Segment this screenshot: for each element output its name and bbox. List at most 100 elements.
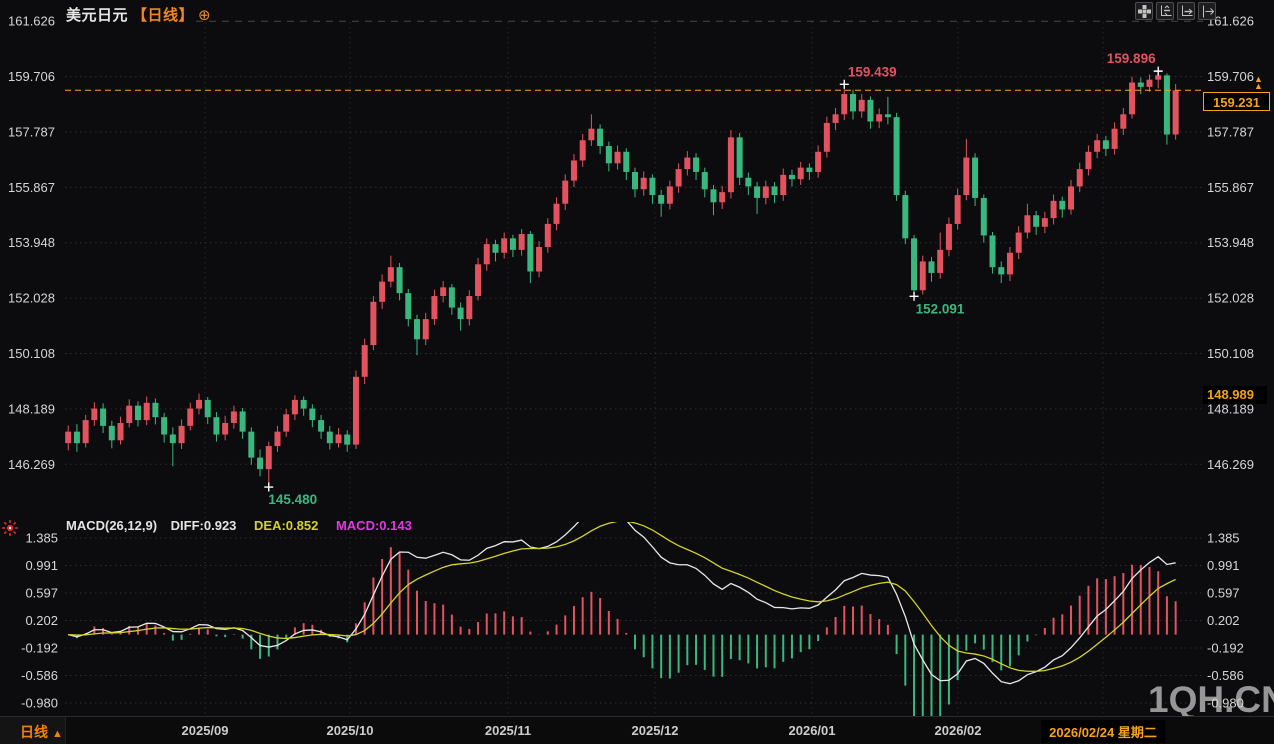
price-axis-label-left: 152.028 xyxy=(8,291,55,306)
period-selector[interactable]: 日线 ▲ xyxy=(20,722,63,742)
candle xyxy=(1085,151,1092,170)
candle xyxy=(344,434,351,445)
candle xyxy=(1076,169,1083,187)
current-price-tag[interactable]: 159.231 xyxy=(1203,92,1270,111)
candle xyxy=(248,431,255,458)
x-axis-scale-icon[interactable] xyxy=(1177,2,1195,20)
time-axis-month-label: 2025/12 xyxy=(631,723,679,738)
candle xyxy=(414,319,420,340)
candle xyxy=(379,281,386,302)
candle xyxy=(536,246,543,272)
candle xyxy=(1015,232,1022,253)
candle xyxy=(928,261,935,273)
candle xyxy=(640,177,647,190)
candle xyxy=(405,293,412,320)
y-axis-scale-icon[interactable] xyxy=(1156,2,1174,20)
candle xyxy=(623,151,630,172)
candle xyxy=(82,420,89,444)
candle xyxy=(850,94,856,112)
extreme-price-label: 159.896 xyxy=(1107,51,1156,66)
macd-axis-label-right: -0.980 xyxy=(1207,696,1244,711)
candle xyxy=(457,307,464,320)
candle xyxy=(736,137,743,178)
candle xyxy=(1155,75,1162,80)
macd-axis-label-left: 0.202 xyxy=(25,613,58,628)
candle xyxy=(1137,82,1144,87)
macd-params[interactable]: MACD(26,12,9) xyxy=(66,518,158,533)
chart-title: 美元日元 【日线】 ⊕ xyxy=(66,4,211,25)
price-axis-label-left: 150.108 xyxy=(8,346,55,361)
candle xyxy=(527,234,534,272)
candle xyxy=(1033,215,1040,227)
candle xyxy=(762,186,769,198)
candle xyxy=(658,195,665,204)
candle xyxy=(797,167,804,180)
candle xyxy=(911,238,918,291)
candle xyxy=(126,405,133,423)
candle xyxy=(466,296,473,320)
macd-axis-label-left: 1.385 xyxy=(25,531,58,546)
candle xyxy=(178,425,185,444)
extreme-cross-marker xyxy=(264,482,274,492)
candle xyxy=(954,195,961,224)
macd-axis-label-left: -0.586 xyxy=(21,668,58,683)
candle xyxy=(788,174,795,180)
candle xyxy=(187,408,194,426)
reference-price-tag[interactable]: 148.989 xyxy=(1203,386,1267,404)
macd-axis-label-right: 0.202 xyxy=(1207,613,1240,628)
candle xyxy=(518,234,525,250)
candle xyxy=(945,223,952,250)
candle xyxy=(1094,140,1101,152)
extreme-cross-marker xyxy=(839,79,849,89)
candle xyxy=(387,267,394,282)
candle xyxy=(605,146,612,164)
candle xyxy=(1146,79,1153,87)
period-tag[interactable]: 【日线】 xyxy=(132,7,195,24)
price-axis-label-right: 157.787 xyxy=(1207,124,1254,139)
candle xyxy=(1050,200,1057,219)
add-indicator-icon[interactable]: ⊕ xyxy=(198,7,212,24)
candle xyxy=(719,192,726,203)
candle xyxy=(483,244,490,265)
candle xyxy=(553,203,560,224)
candle xyxy=(1111,128,1118,149)
extreme-price-label: 152.091 xyxy=(916,301,965,316)
candle xyxy=(501,238,508,253)
macd-dea-line xyxy=(68,522,1176,672)
candle xyxy=(963,157,970,196)
price-axis-label-right: 152.028 xyxy=(1207,291,1254,306)
extreme-cross-marker xyxy=(909,291,919,301)
candle xyxy=(972,157,979,198)
candle xyxy=(230,411,237,423)
candle xyxy=(588,128,595,141)
candle xyxy=(152,402,159,418)
candle xyxy=(1120,114,1127,129)
candle xyxy=(832,114,839,123)
price-axis-label-left: 146.269 xyxy=(8,457,55,472)
price-axis-label-right: 161.626 xyxy=(1207,14,1254,29)
candle xyxy=(632,171,638,190)
candle xyxy=(1059,200,1066,210)
candle xyxy=(448,287,455,308)
current-date-tag[interactable]: 2026/02/24 星期二 xyxy=(1041,720,1165,743)
candle xyxy=(780,174,787,196)
price-axis-label-left: 157.787 xyxy=(8,124,55,139)
move-chart-icon[interactable] xyxy=(1135,2,1153,20)
watermark: 1QH.CN xyxy=(1148,679,1274,720)
pan-right-icon[interactable] xyxy=(1198,2,1216,20)
candle xyxy=(239,411,246,432)
candle xyxy=(614,151,621,164)
candle xyxy=(169,434,176,444)
macd-macd-value: MACD:0.143 xyxy=(335,518,412,533)
price-axis-label-right: 159.706 xyxy=(1207,69,1254,84)
candle xyxy=(283,414,290,432)
indicator-selector-icon[interactable] xyxy=(1,519,19,537)
macd-diff-value: DIFF:0.923 xyxy=(170,518,237,533)
candle xyxy=(727,137,734,193)
candle xyxy=(213,417,220,435)
candle xyxy=(693,157,700,172)
macd-axis-label-left: -0.980 xyxy=(21,696,58,711)
candle xyxy=(204,399,211,418)
